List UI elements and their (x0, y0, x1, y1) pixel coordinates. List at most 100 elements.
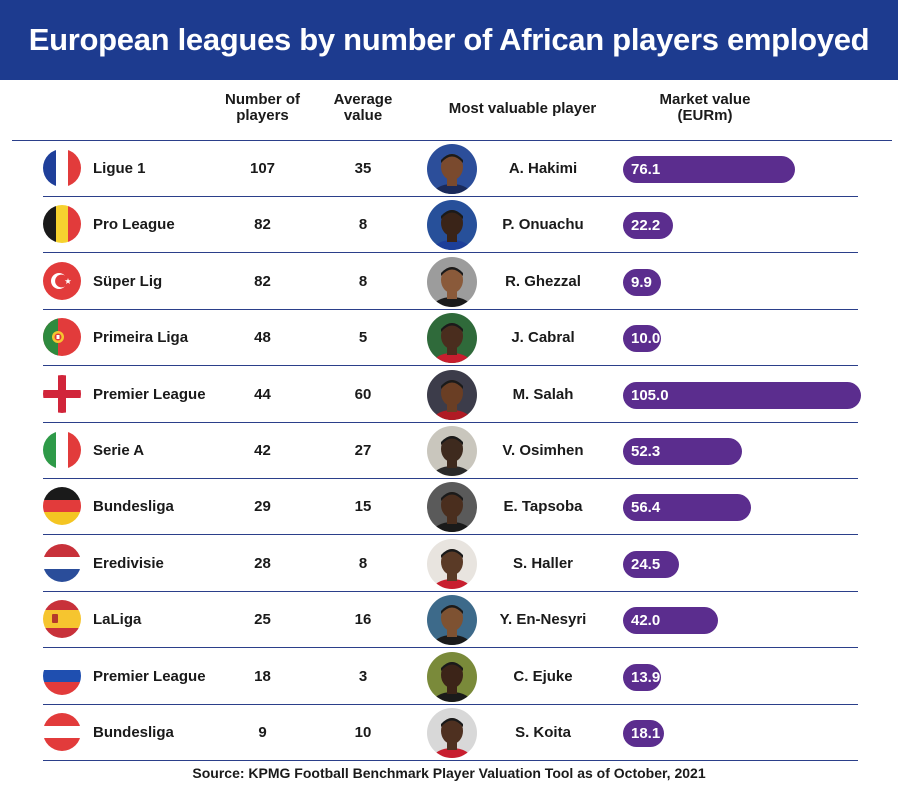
netherlands-flag-icon (43, 543, 81, 582)
market-value-bar: 13.9 (623, 663, 661, 691)
table-row: Eredivisie 28 8 S. Haller 24.5 (0, 536, 898, 592)
turkey-flag-icon (43, 261, 81, 300)
market-value-bar: 76.1 (623, 156, 796, 183)
average-value: 60 (354, 385, 372, 403)
row-divider (43, 647, 858, 649)
market-value-bar: 10.0 (623, 325, 661, 353)
market-value-bar: 9.9 (623, 268, 661, 296)
player-name: S. Koita (515, 724, 571, 741)
average-value: 8 (358, 554, 368, 572)
table-row: Premier League 18 3 C. Ejuke 13.9 (0, 649, 898, 705)
league-name: Pro League (93, 216, 175, 234)
russia-flag-icon (43, 656, 81, 695)
player-count: 28 (254, 554, 271, 572)
header-most-valuable-player: Most valuable player (448, 100, 597, 117)
table-row: Serie A 42 27 V. Osimhen 52.3 (0, 423, 898, 479)
player-photo (427, 482, 477, 533)
row-divider (43, 478, 858, 479)
chart-title: European leagues by number of African pl… (28, 22, 870, 57)
table-row: Ligue 1 107 35 A. Hakimi 76.1 (0, 141, 898, 197)
average-value: 35 (354, 160, 372, 177)
league-name: Süper Lig (93, 272, 163, 290)
belgium-flag-icon (43, 205, 81, 244)
row-divider (43, 534, 858, 536)
row-divider (43, 252, 858, 254)
market-value-bar: 24.5 (623, 550, 679, 578)
row-divider (43, 308, 858, 310)
germany-flag-icon (43, 487, 81, 526)
player-name: J. Cabral (511, 329, 575, 347)
player-count: 29 (254, 498, 271, 516)
row-divider (43, 421, 858, 423)
player-count: 107 (249, 160, 276, 177)
austria-flag-icon (43, 713, 81, 751)
player-count: 18 (254, 667, 271, 685)
market-value-bar: 22.2 (623, 212, 674, 240)
header-divider (12, 140, 892, 141)
average-value: 3 (358, 667, 368, 685)
player-name: V. Osimhen (502, 442, 584, 459)
player-photo (427, 144, 477, 194)
player-name: M. Salah (512, 385, 574, 403)
average-value: 8 (358, 272, 368, 290)
table-row: Bundesliga 29 15 E. Tapsoba 56.4 (0, 479, 898, 536)
player-photo (427, 200, 477, 251)
league-name: Premier League (93, 667, 206, 685)
title-banner: European leagues by number of African pl… (0, 0, 898, 80)
league-name: Ligue 1 (93, 160, 146, 177)
table-row: Primeira Liga 48 5 J. Cabral 10.0 (0, 310, 898, 367)
league-name: Eredivisie (93, 554, 164, 572)
table-row: Pro League 82 8 P. Onuachu 22.2 (0, 197, 898, 254)
player-name: Y. En-Nesyri (499, 611, 587, 629)
average-value: 10 (354, 724, 372, 741)
average-value: 5 (358, 329, 368, 347)
player-count: 82 (254, 216, 271, 234)
player-name: E. Tapsoba (503, 498, 583, 516)
average-value: 27 (354, 442, 372, 459)
row-divider (43, 703, 858, 705)
england-flag-icon (43, 374, 81, 413)
row-divider (43, 760, 858, 761)
market-value-bar: 52.3 (623, 438, 742, 465)
league-name: Premier League (93, 385, 206, 403)
spain-flag-icon (43, 600, 81, 639)
table-row: Süper Lig 82 8 R. Ghezzal 9.9 (0, 254, 898, 310)
player-count: 82 (254, 272, 271, 290)
portugal-flag-icon (43, 318, 81, 357)
league-name: LaLiga (93, 611, 142, 629)
player-count: 42 (254, 442, 271, 459)
player-count: 48 (254, 329, 271, 347)
player-count: 9 (258, 724, 267, 741)
header-market-value: Market value (EURm) (659, 91, 751, 124)
header-average-value: Average value (333, 91, 393, 124)
player-name: P. Onuachu (502, 216, 584, 234)
average-value: 15 (354, 498, 372, 516)
market-value-bar: 105.0 (623, 381, 861, 409)
player-photo (427, 426, 477, 476)
header-number-of-players: Number of players (225, 91, 300, 124)
player-photo (427, 595, 477, 646)
league-name: Bundesliga (93, 498, 174, 516)
average-value: 16 (354, 611, 372, 629)
table-row: LaLiga 25 16 Y. En-Nesyri 42.0 (0, 592, 898, 649)
player-photo (427, 369, 477, 420)
player-photo (427, 708, 477, 758)
average-value: 8 (358, 216, 368, 234)
source-note: Source: KPMG Football Benchmark Player V… (192, 765, 706, 781)
player-photo (427, 313, 477, 364)
league-name: Primeira Liga (93, 329, 189, 347)
player-count: 44 (254, 385, 271, 403)
player-name: A. Hakimi (508, 160, 578, 177)
table-row: Premier League 44 60 M. Salah 105.0 (0, 367, 898, 423)
player-photo (427, 538, 477, 589)
market-value-bar: 56.4 (623, 494, 751, 522)
player-name: C. Ejuke (513, 667, 573, 685)
row-divider (43, 196, 858, 197)
italy-flag-icon (43, 431, 81, 469)
league-name: Serie A (93, 442, 145, 459)
table-row: Bundesliga 9 10 S. Koita 18.1 (0, 705, 898, 761)
france-flag-icon (43, 149, 81, 187)
row-divider (43, 590, 858, 592)
league-name: Bundesliga (93, 724, 174, 741)
player-photo (427, 256, 477, 307)
